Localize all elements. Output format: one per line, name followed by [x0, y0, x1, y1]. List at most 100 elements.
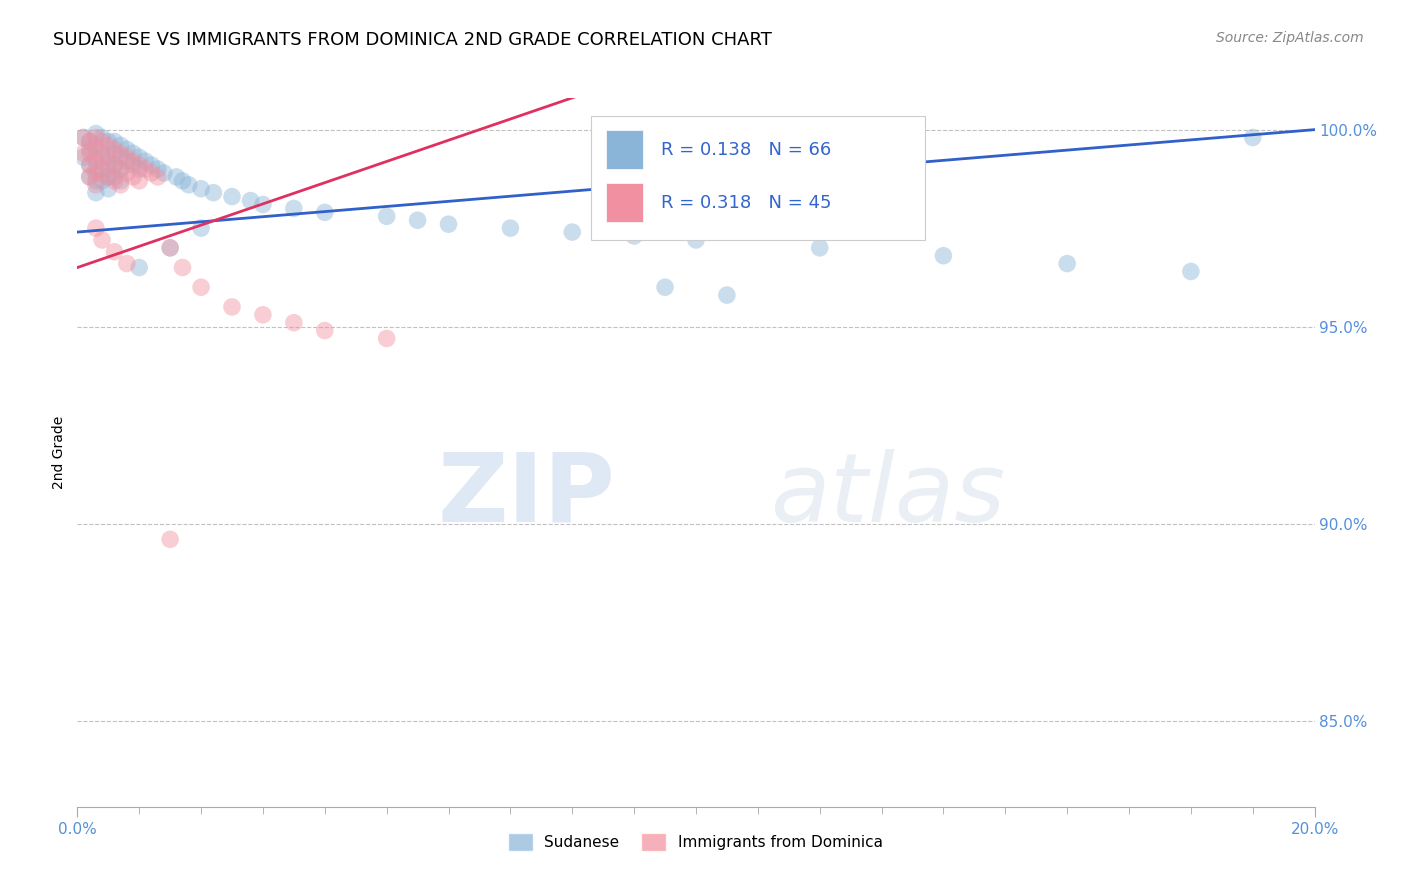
Point: [159, 241, 181, 255]
Point: [122, 158, 145, 172]
Point: [79, 135, 101, 149]
Legend: Sudanese, Immigrants from Dominica: Sudanese, Immigrants from Dominica: [503, 828, 889, 856]
Text: Source: ZipAtlas.com: Source: ZipAtlas.com: [1216, 31, 1364, 45]
Point: [128, 260, 150, 275]
Point: [115, 142, 138, 156]
Point: [84, 138, 107, 153]
Point: [146, 162, 169, 177]
Point: [84, 127, 107, 141]
Point: [97, 150, 120, 164]
FancyBboxPatch shape: [591, 116, 925, 240]
Point: [97, 169, 120, 184]
Point: [110, 146, 132, 161]
Point: [239, 194, 262, 208]
Point: [1180, 264, 1202, 278]
Point: [406, 213, 429, 227]
Y-axis label: 2nd Grade: 2nd Grade: [52, 416, 66, 490]
Point: [79, 135, 101, 149]
Point: [72, 130, 94, 145]
Point: [375, 331, 398, 345]
Point: [103, 158, 125, 172]
Point: [283, 202, 305, 216]
Point: [252, 308, 274, 322]
Point: [84, 154, 107, 169]
Point: [115, 257, 138, 271]
Point: [128, 150, 150, 164]
Point: [314, 205, 336, 219]
Point: [172, 174, 194, 188]
Point: [72, 130, 94, 145]
Text: atlas: atlas: [770, 449, 1005, 541]
Point: [146, 169, 169, 184]
Point: [808, 241, 831, 255]
Text: SUDANESE VS IMMIGRANTS FROM DOMINICA 2ND GRADE CORRELATION CHART: SUDANESE VS IMMIGRANTS FROM DOMINICA 2ND…: [53, 31, 772, 49]
Point: [84, 130, 107, 145]
Point: [110, 138, 132, 153]
Point: [153, 166, 176, 180]
Point: [97, 154, 120, 169]
Point: [561, 225, 583, 239]
Point: [221, 189, 243, 203]
Point: [84, 142, 107, 156]
Point: [91, 130, 114, 145]
Point: [91, 233, 114, 247]
Point: [437, 217, 460, 231]
Point: [91, 135, 114, 149]
Point: [141, 158, 163, 172]
Point: [134, 154, 156, 169]
Point: [685, 233, 707, 247]
Point: [1056, 257, 1078, 271]
Point: [499, 221, 522, 235]
Point: [190, 182, 212, 196]
Point: [97, 135, 120, 149]
Point: [110, 174, 132, 188]
Point: [103, 244, 125, 259]
Point: [84, 150, 107, 164]
Point: [84, 174, 107, 188]
Point: [172, 260, 194, 275]
Point: [122, 146, 145, 161]
Point: [932, 249, 955, 263]
Point: [97, 182, 120, 196]
Point: [115, 154, 138, 169]
Point: [221, 300, 243, 314]
Point: [190, 280, 212, 294]
Point: [716, 288, 738, 302]
Point: [177, 178, 200, 192]
Point: [159, 533, 181, 547]
Point: [110, 178, 132, 192]
Point: [79, 169, 101, 184]
Point: [654, 280, 676, 294]
Point: [97, 162, 120, 177]
Point: [103, 169, 125, 184]
Point: [84, 221, 107, 235]
Point: [128, 174, 150, 188]
FancyBboxPatch shape: [606, 130, 643, 169]
Point: [84, 178, 107, 192]
Point: [1241, 130, 1264, 145]
Point: [110, 162, 132, 177]
Point: [190, 221, 212, 235]
Text: ZIP: ZIP: [437, 449, 616, 541]
Point: [72, 146, 94, 161]
Point: [91, 166, 114, 180]
Point: [103, 174, 125, 188]
Point: [91, 174, 114, 188]
Point: [103, 135, 125, 149]
Point: [79, 158, 101, 172]
Point: [79, 142, 101, 156]
Point: [202, 186, 225, 200]
Point: [103, 158, 125, 172]
Point: [110, 162, 132, 177]
Point: [122, 154, 145, 169]
Point: [115, 166, 138, 180]
Point: [79, 158, 101, 172]
Point: [122, 169, 145, 184]
Point: [84, 186, 107, 200]
Point: [97, 138, 120, 153]
Point: [165, 169, 187, 184]
Point: [84, 166, 107, 180]
Point: [110, 150, 132, 164]
Point: [79, 169, 101, 184]
Point: [283, 316, 305, 330]
